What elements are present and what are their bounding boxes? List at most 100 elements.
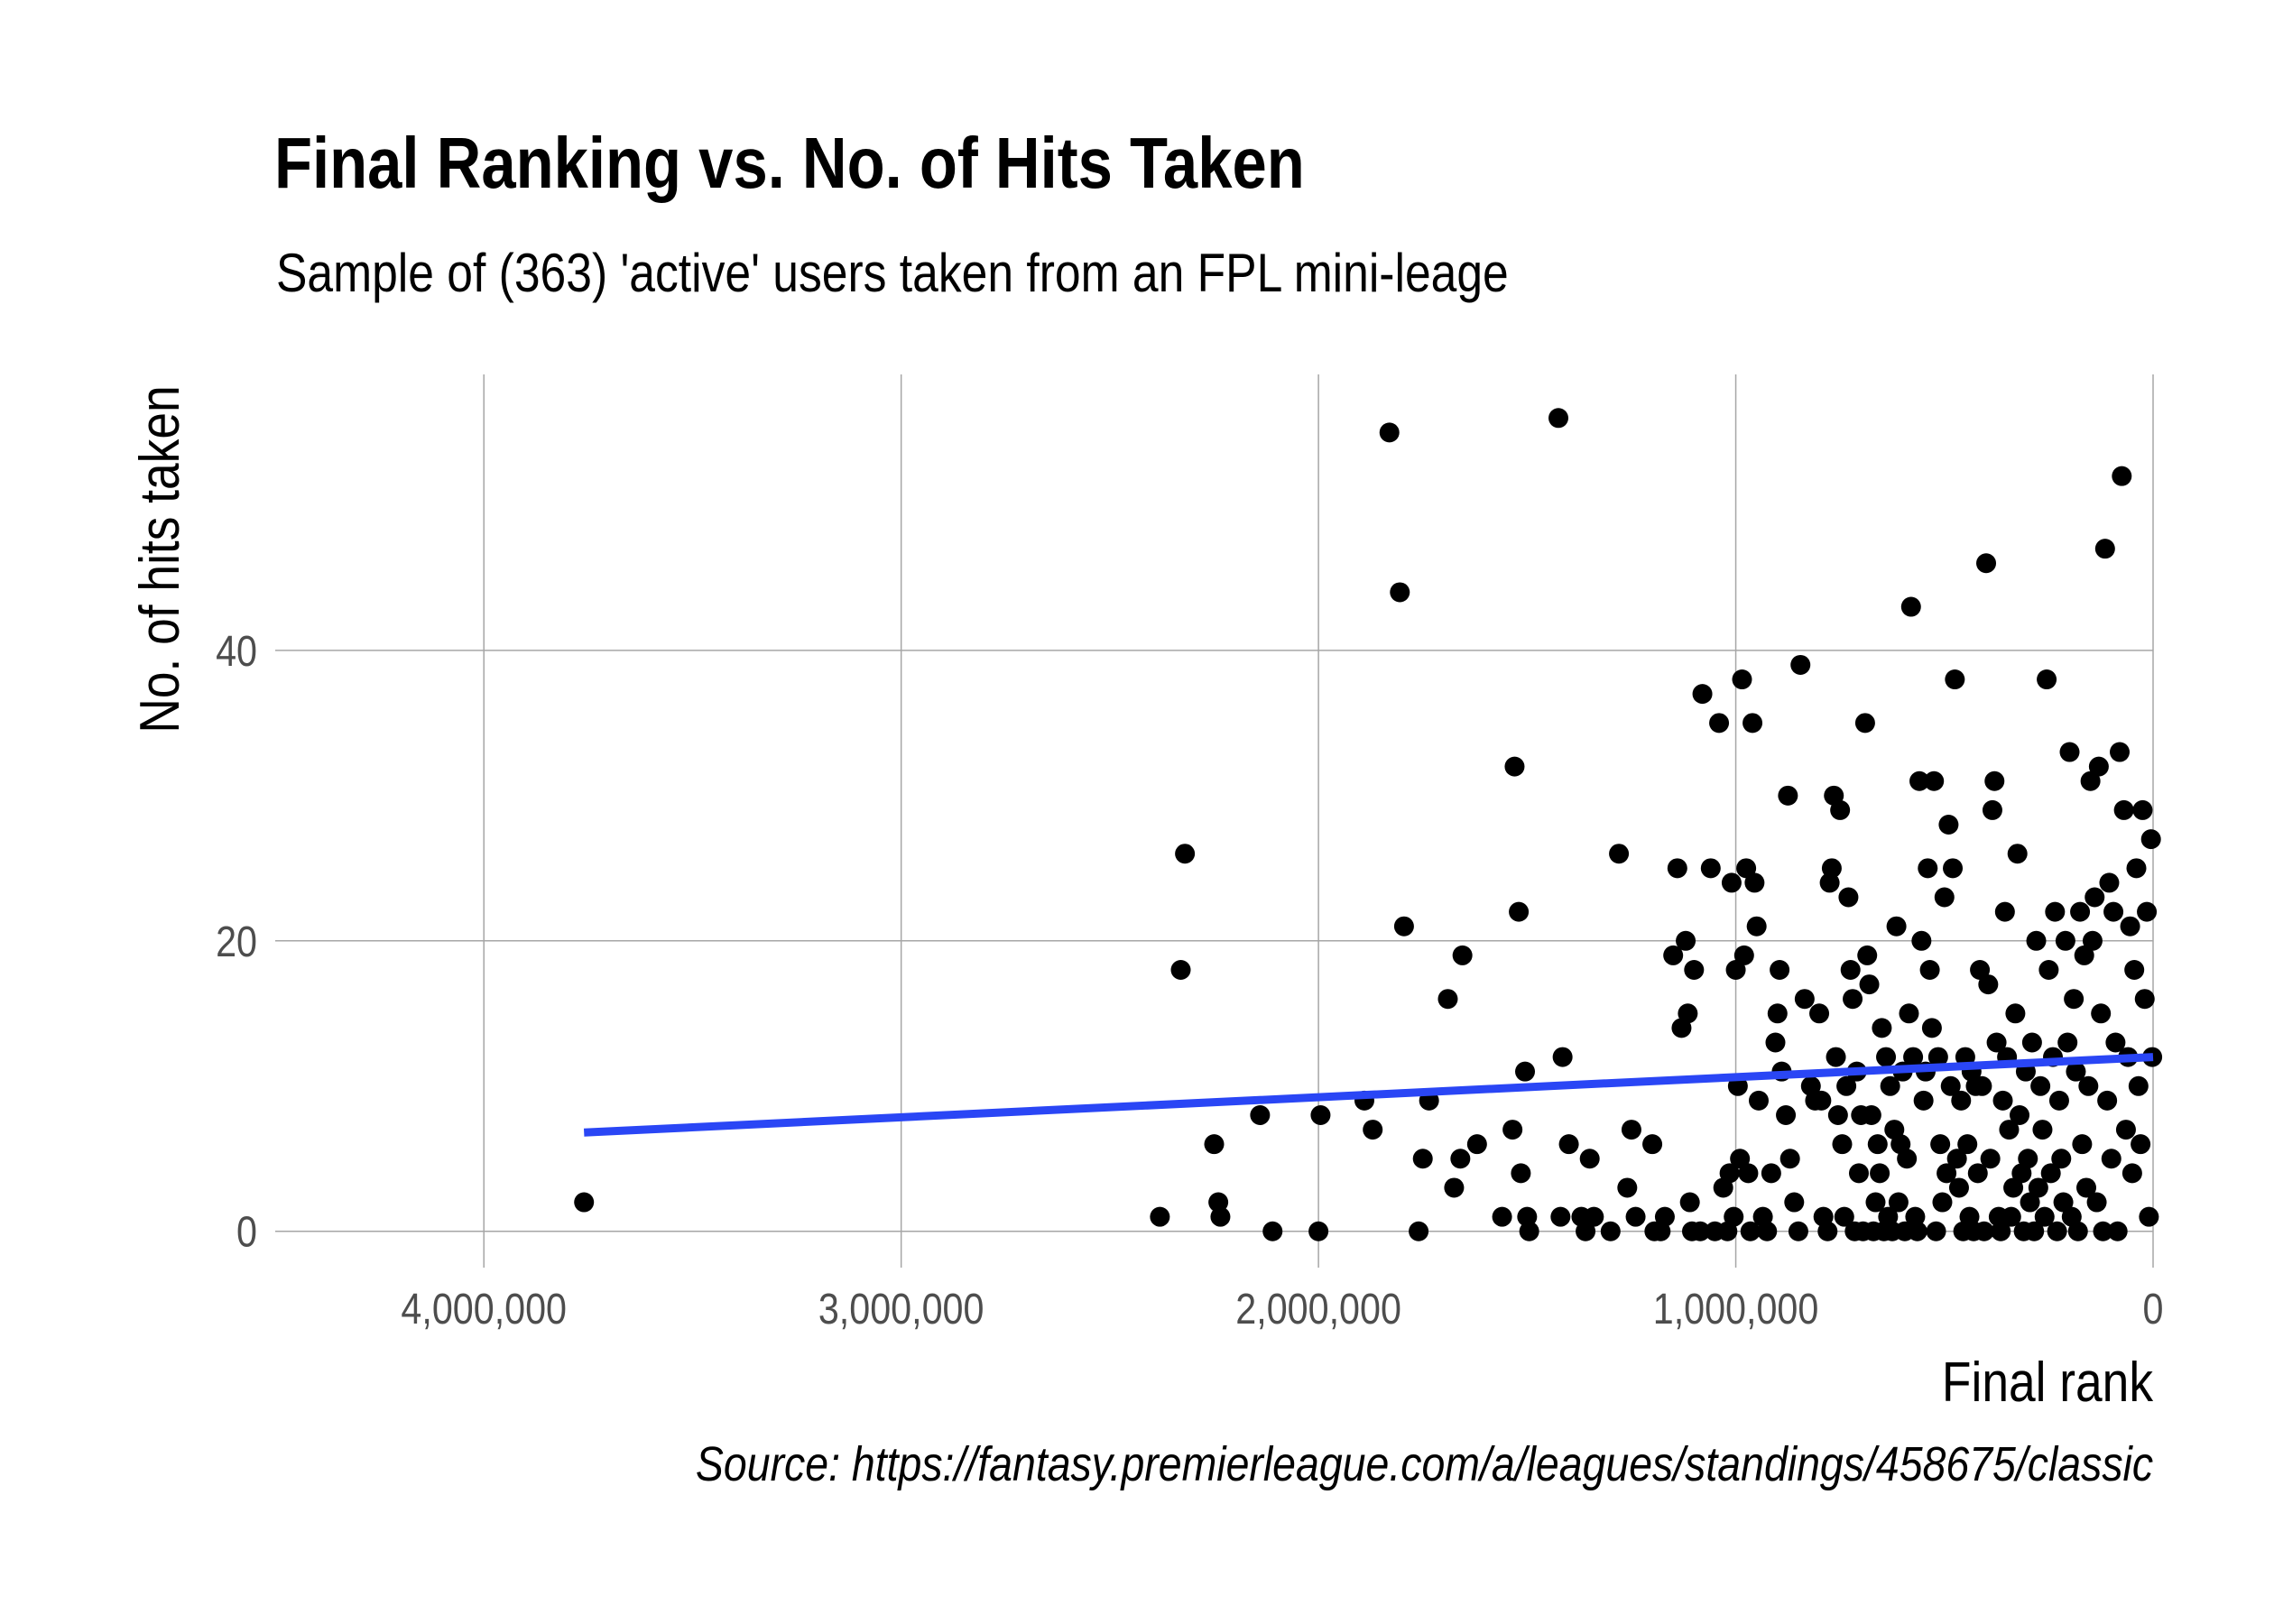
data-point: [2137, 901, 2158, 922]
data-point: [1938, 815, 1959, 835]
data-point: [1262, 1221, 1283, 1241]
data-point: [2115, 1120, 2136, 1140]
data-point: [2103, 901, 2124, 922]
data-point: [2007, 844, 2028, 864]
data-point: [2139, 1206, 2159, 1227]
data-point: [1517, 1206, 1538, 1227]
data-point: [1940, 1075, 1961, 1096]
data-point: [1679, 1192, 1700, 1213]
data-point: [2001, 1206, 2021, 1227]
data-point: [1502, 1120, 1523, 1140]
data-point: [1409, 1221, 1429, 1241]
data-point: [1967, 1163, 1988, 1184]
data-point: [2053, 1192, 2074, 1213]
data-point: [2066, 1061, 2086, 1082]
data-point: [2110, 742, 2131, 762]
x-tick-label: 0: [2143, 1285, 2164, 1333]
data-point: [1757, 1221, 1778, 1241]
data-point: [1834, 1206, 1854, 1227]
data-point: [2091, 1003, 2112, 1024]
data-point: [2026, 930, 2047, 951]
data-point: [574, 1192, 595, 1213]
data-point: [2040, 1163, 2061, 1184]
data-point: [1861, 1104, 1881, 1125]
data-point: [1667, 858, 1687, 879]
y-axis-title: No. of hits taken: [129, 385, 191, 733]
x-tick-label: 2,000,000: [1235, 1285, 1401, 1333]
data-point: [1911, 930, 1932, 951]
data-point: [1817, 1221, 1838, 1241]
data-point: [2124, 960, 2145, 980]
x-axis-title: Final rank: [1942, 1352, 2153, 1414]
data-point: [1452, 945, 1473, 965]
data-point: [1932, 1192, 1953, 1213]
chart-grid: [275, 374, 2154, 1268]
chart-subtitle: Sample of (363) 'active' users taken fro…: [276, 243, 1509, 303]
data-point: [1308, 1221, 1329, 1241]
data-point: [1609, 844, 1630, 864]
data-point: [2051, 1149, 2072, 1169]
data-point: [1770, 960, 1790, 980]
data-point: [1951, 1090, 1972, 1111]
data-point: [1945, 669, 1965, 690]
data-point: [1838, 887, 1859, 908]
y-tick-label: 0: [236, 1208, 257, 1257]
data-point: [1927, 1047, 1948, 1067]
data-point: [2078, 1075, 2099, 1096]
data-point: [2003, 1177, 2024, 1198]
data-point: [1972, 1075, 1992, 1096]
data-point: [1926, 1221, 1946, 1241]
data-point: [2084, 887, 2105, 908]
data-point: [1676, 930, 1696, 951]
data-point: [1550, 1206, 1571, 1227]
data-point: [1390, 582, 1410, 603]
data-point: [1558, 1134, 1579, 1155]
data-point: [2094, 539, 2115, 559]
x-tick-label: 4,000,000: [401, 1285, 567, 1333]
data-point: [2070, 901, 2091, 922]
data-point: [1992, 1090, 2013, 1111]
data-point: [2010, 1104, 2030, 1125]
data-point: [1930, 1134, 1951, 1155]
data-point: [1776, 1104, 1797, 1125]
data-point: [1778, 785, 1798, 806]
data-point: [2076, 1177, 2097, 1198]
data-point: [1765, 1032, 1786, 1053]
y-tick-label: 40: [216, 627, 257, 676]
data-point: [2024, 1221, 2045, 1241]
data-point: [1809, 1003, 1830, 1024]
data-point: [1748, 1090, 1769, 1111]
data-point: [1548, 408, 1569, 429]
data-point: [1509, 901, 1530, 922]
data-point: [2067, 1221, 2088, 1241]
data-point: [1819, 872, 1840, 893]
data-point: [1821, 858, 1842, 879]
data-point: [1946, 1149, 1967, 1169]
data-point: [1907, 1221, 1927, 1241]
data-points: [574, 408, 2163, 1241]
data-point: [2099, 872, 2120, 893]
data-point: [1843, 989, 1863, 1010]
data-point: [2005, 1003, 2026, 1024]
trend-line-group: [583, 1053, 2154, 1137]
data-point: [1999, 1120, 2020, 1140]
data-point: [1994, 901, 2015, 922]
trend-line: [583, 1053, 2154, 1137]
data-point: [1811, 1090, 1832, 1111]
data-point: [2134, 989, 2155, 1010]
data-point: [1504, 756, 1525, 777]
data-point: [2107, 1221, 2128, 1241]
data-point: [1779, 1149, 1800, 1169]
data-point: [1905, 1206, 1926, 1227]
data-point: [2120, 916, 2140, 937]
data-point: [1579, 1149, 1600, 1169]
data-point: [1784, 1192, 1805, 1213]
chart-caption: Source: https://fantasy.premierleague.co…: [695, 1437, 2153, 1491]
data-point: [2047, 1221, 2067, 1241]
data-point: [2034, 1206, 2055, 1227]
data-point: [1466, 1134, 1487, 1155]
x-tick-label: 1,000,000: [1653, 1285, 1819, 1333]
data-point: [2032, 1120, 2053, 1140]
data-point: [2059, 742, 2080, 762]
data-point: [1918, 858, 1938, 879]
